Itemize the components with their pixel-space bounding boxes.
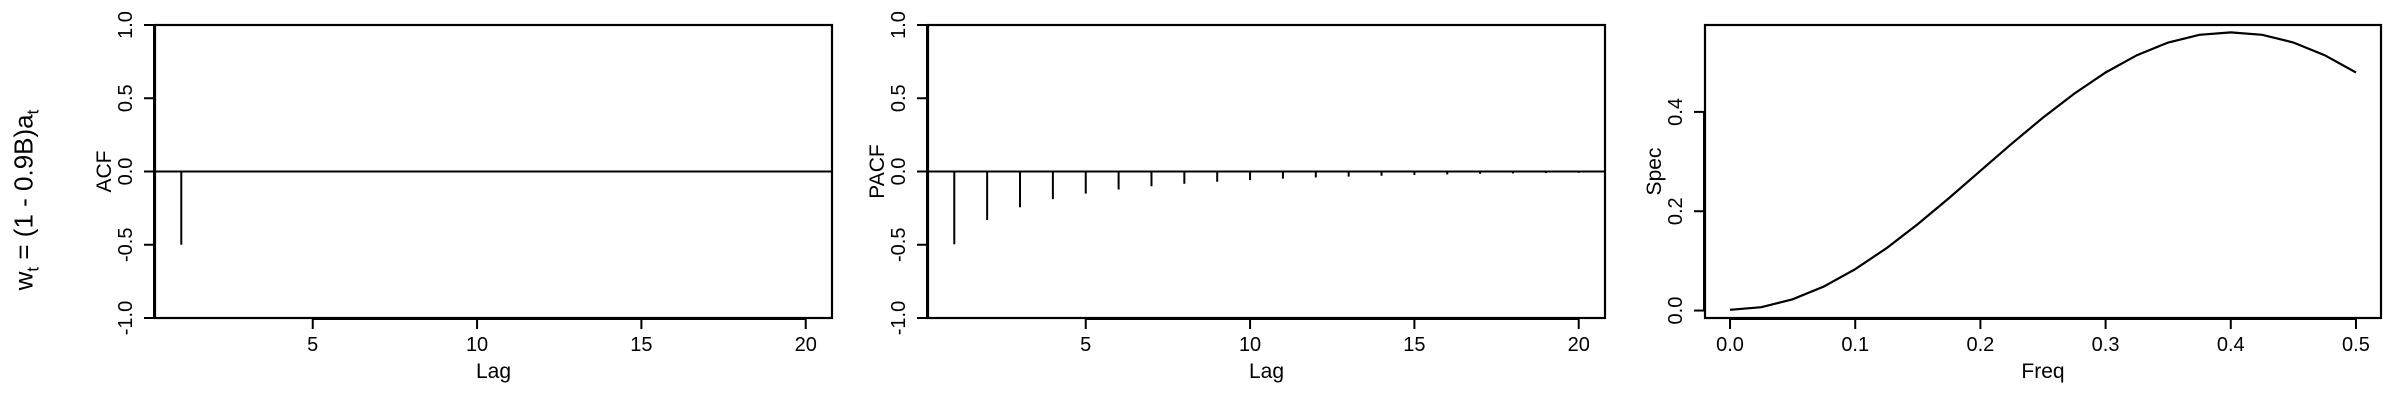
y-tick-label: 0.2: [1665, 197, 1687, 225]
y-tick-label: 0.0: [115, 158, 137, 186]
x-tick-label: 15: [1403, 334, 1425, 356]
x-tick-label: 0.4: [2217, 334, 2245, 356]
y-tick-label: 0.0: [888, 158, 910, 186]
y-tick-label: 0.5: [115, 84, 137, 112]
y-tick-label: 0.5: [888, 84, 910, 112]
x-axis-title: Lag: [476, 360, 511, 383]
y-axis-title: Spec: [1643, 148, 1666, 196]
y-tick-label: -1.0: [115, 301, 137, 335]
chart-panel-1: 5 10 15 20 -1.0 -0.5 0.0 0.5 1.0 Lag ACF: [93, 11, 834, 383]
y-tick-label: -0.5: [115, 228, 137, 262]
x-tick-label: 0.3: [2092, 334, 2120, 356]
spectrum-line: [1729, 31, 2357, 311]
y-tick-label: 0.0: [1665, 297, 1687, 325]
y-axis-title: ACF: [93, 151, 116, 193]
y-axis-title: PACF: [866, 144, 889, 198]
x-tick-label: 20: [795, 334, 817, 356]
chart-panel-3: 0.0 0.1 0.2 0.3 0.4 0.5 0.0 0.2 0.4 Freq Spec: [1643, 23, 2383, 383]
y-tick-label: -0.5: [888, 228, 910, 262]
x-tick-label: 5: [307, 334, 318, 356]
x-axis-title: Freq: [2021, 360, 2064, 383]
x-tick-label: 0.5: [2342, 334, 2370, 356]
y-tick-label: -1.0: [888, 301, 910, 335]
y-tick-label: 1.0: [115, 11, 137, 39]
x-tick-label: 0.2: [1967, 334, 1995, 356]
y-tick-label: 0.4: [1665, 98, 1687, 126]
x-tick-label: 5: [1080, 334, 1091, 356]
x-tick-label: 15: [630, 334, 652, 356]
x-tick-label: 10: [466, 334, 488, 356]
chart-panel-2: 5 10 15 20 -1.0 -0.5 0.0 0.5 1.0 Lag PACF: [866, 11, 1607, 383]
x-tick-label: 20: [1568, 334, 1590, 356]
x-tick-label: 10: [1239, 334, 1261, 356]
y-tick-label: 1.0: [888, 11, 910, 39]
x-tick-label: 0.1: [1841, 334, 1869, 356]
x-tick-label: 0.0: [1716, 334, 1744, 356]
x-axis-title: Lag: [1249, 360, 1284, 383]
plot-frame: [1703, 23, 2383, 320]
